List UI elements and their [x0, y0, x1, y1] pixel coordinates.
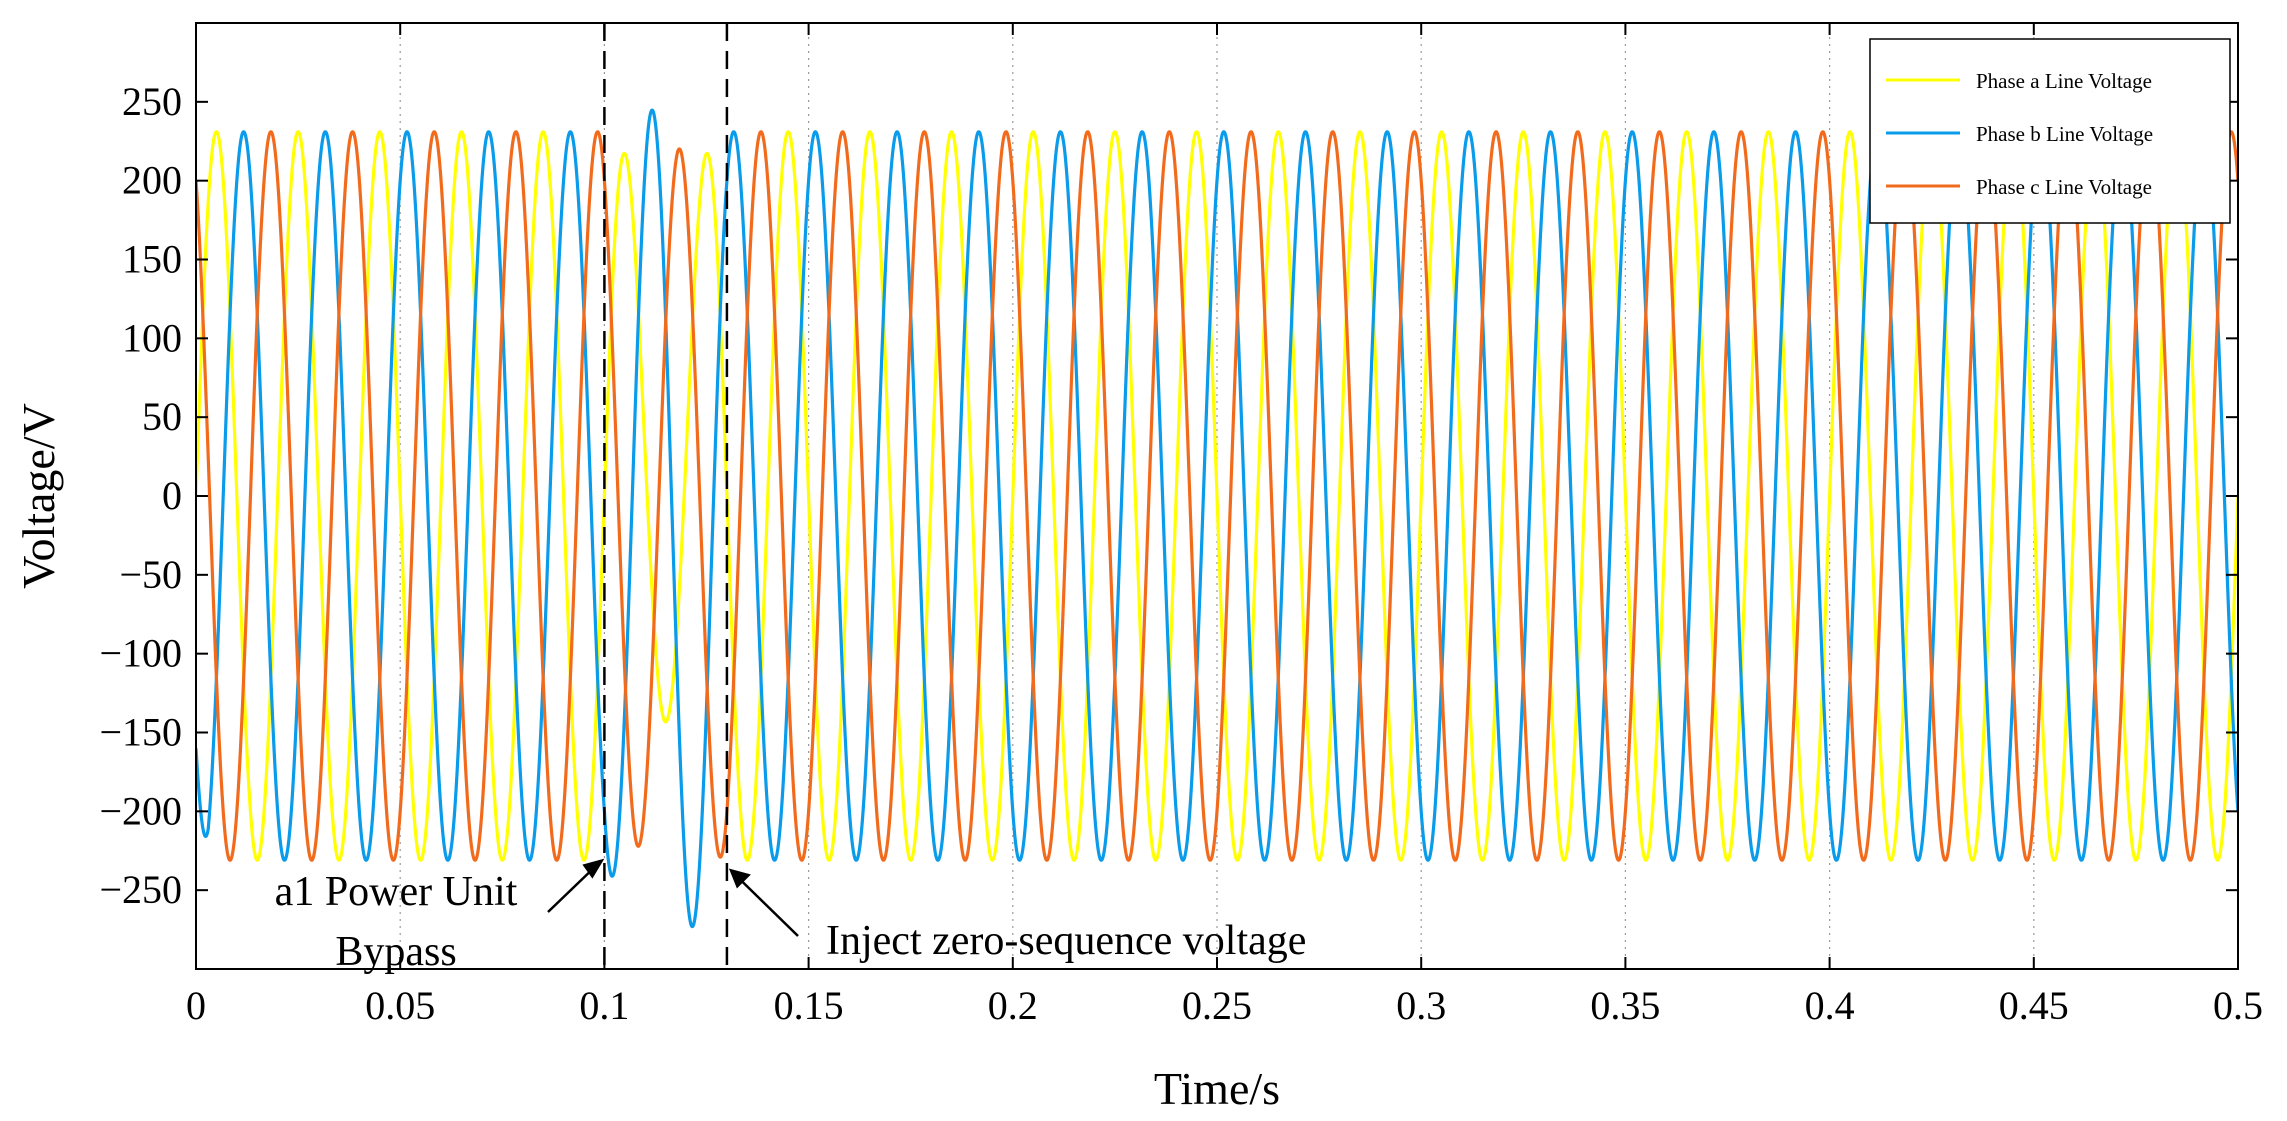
y-tick-label: 150 [122, 237, 182, 282]
annotation-bypass-line2: Bypass [335, 929, 456, 975]
legend: Phase a Line Voltage Phase b Line Voltag… [1869, 38, 2231, 224]
legend-label-phase-a: Phase a Line Voltage [1976, 69, 2152, 93]
x-tick-label: 0.45 [1999, 983, 2069, 1028]
x-tick-label: 0.25 [1182, 983, 1252, 1028]
y-tick-label: −200 [99, 788, 182, 833]
y-tick-label: −50 [119, 552, 182, 597]
x-tick-label: 0 [186, 983, 206, 1028]
x-tick-label: 0.35 [1590, 983, 1660, 1028]
annotation-inject: Inject zero-sequence voltage [826, 918, 1306, 964]
y-tick-label: 50 [142, 394, 182, 439]
y-tick-label: 100 [122, 315, 182, 360]
x-tick-label: 0.5 [2213, 983, 2263, 1028]
x-tick-label: 0.3 [1396, 983, 1446, 1028]
y-tick-label: −100 [99, 631, 182, 676]
legend-label-phase-c: Phase c Line Voltage [1976, 175, 2152, 199]
x-tick-label: 0.05 [365, 983, 435, 1028]
arrow-head [728, 868, 751, 889]
annotations: a1 Power Unit Bypass Inject zero-sequenc… [275, 869, 1307, 975]
y-axis-title: Voltage/V [13, 403, 64, 589]
legend-box [1869, 38, 2231, 224]
y-tick-labels: 250 200 150 100 50 0 −50 −100 −150 −200 −250 [99, 79, 182, 912]
arrow-head [582, 858, 605, 879]
event-markers [547, 23, 799, 969]
x-tick-label: 0.4 [1805, 983, 1855, 1028]
x-axis-title: Time/s [1154, 1063, 1280, 1114]
x-tick-label: 0.1 [579, 983, 629, 1028]
legend-label-phase-b: Phase b Line Voltage [1976, 122, 2153, 146]
y-tick-label: −150 [99, 710, 182, 755]
x-tick-label: 0.15 [774, 983, 844, 1028]
series-line-phase-b [196, 108, 2238, 929]
y-tick-label: −250 [99, 867, 182, 912]
y-tick-label: 0 [162, 473, 182, 518]
series-line-phase-a [196, 130, 2238, 862]
y-tick-label: 250 [122, 79, 182, 124]
y-tick-label: 200 [122, 158, 182, 203]
axis-ticks [195, 23, 2239, 969]
annotation-bypass-line1: a1 Power Unit [275, 869, 518, 915]
x-tick-label: 0.2 [988, 983, 1038, 1028]
x-tick-labels: 0 0.05 0.1 0.15 0.2 0.25 0.3 0.35 0.4 0.45 0.5 [186, 983, 2263, 1028]
